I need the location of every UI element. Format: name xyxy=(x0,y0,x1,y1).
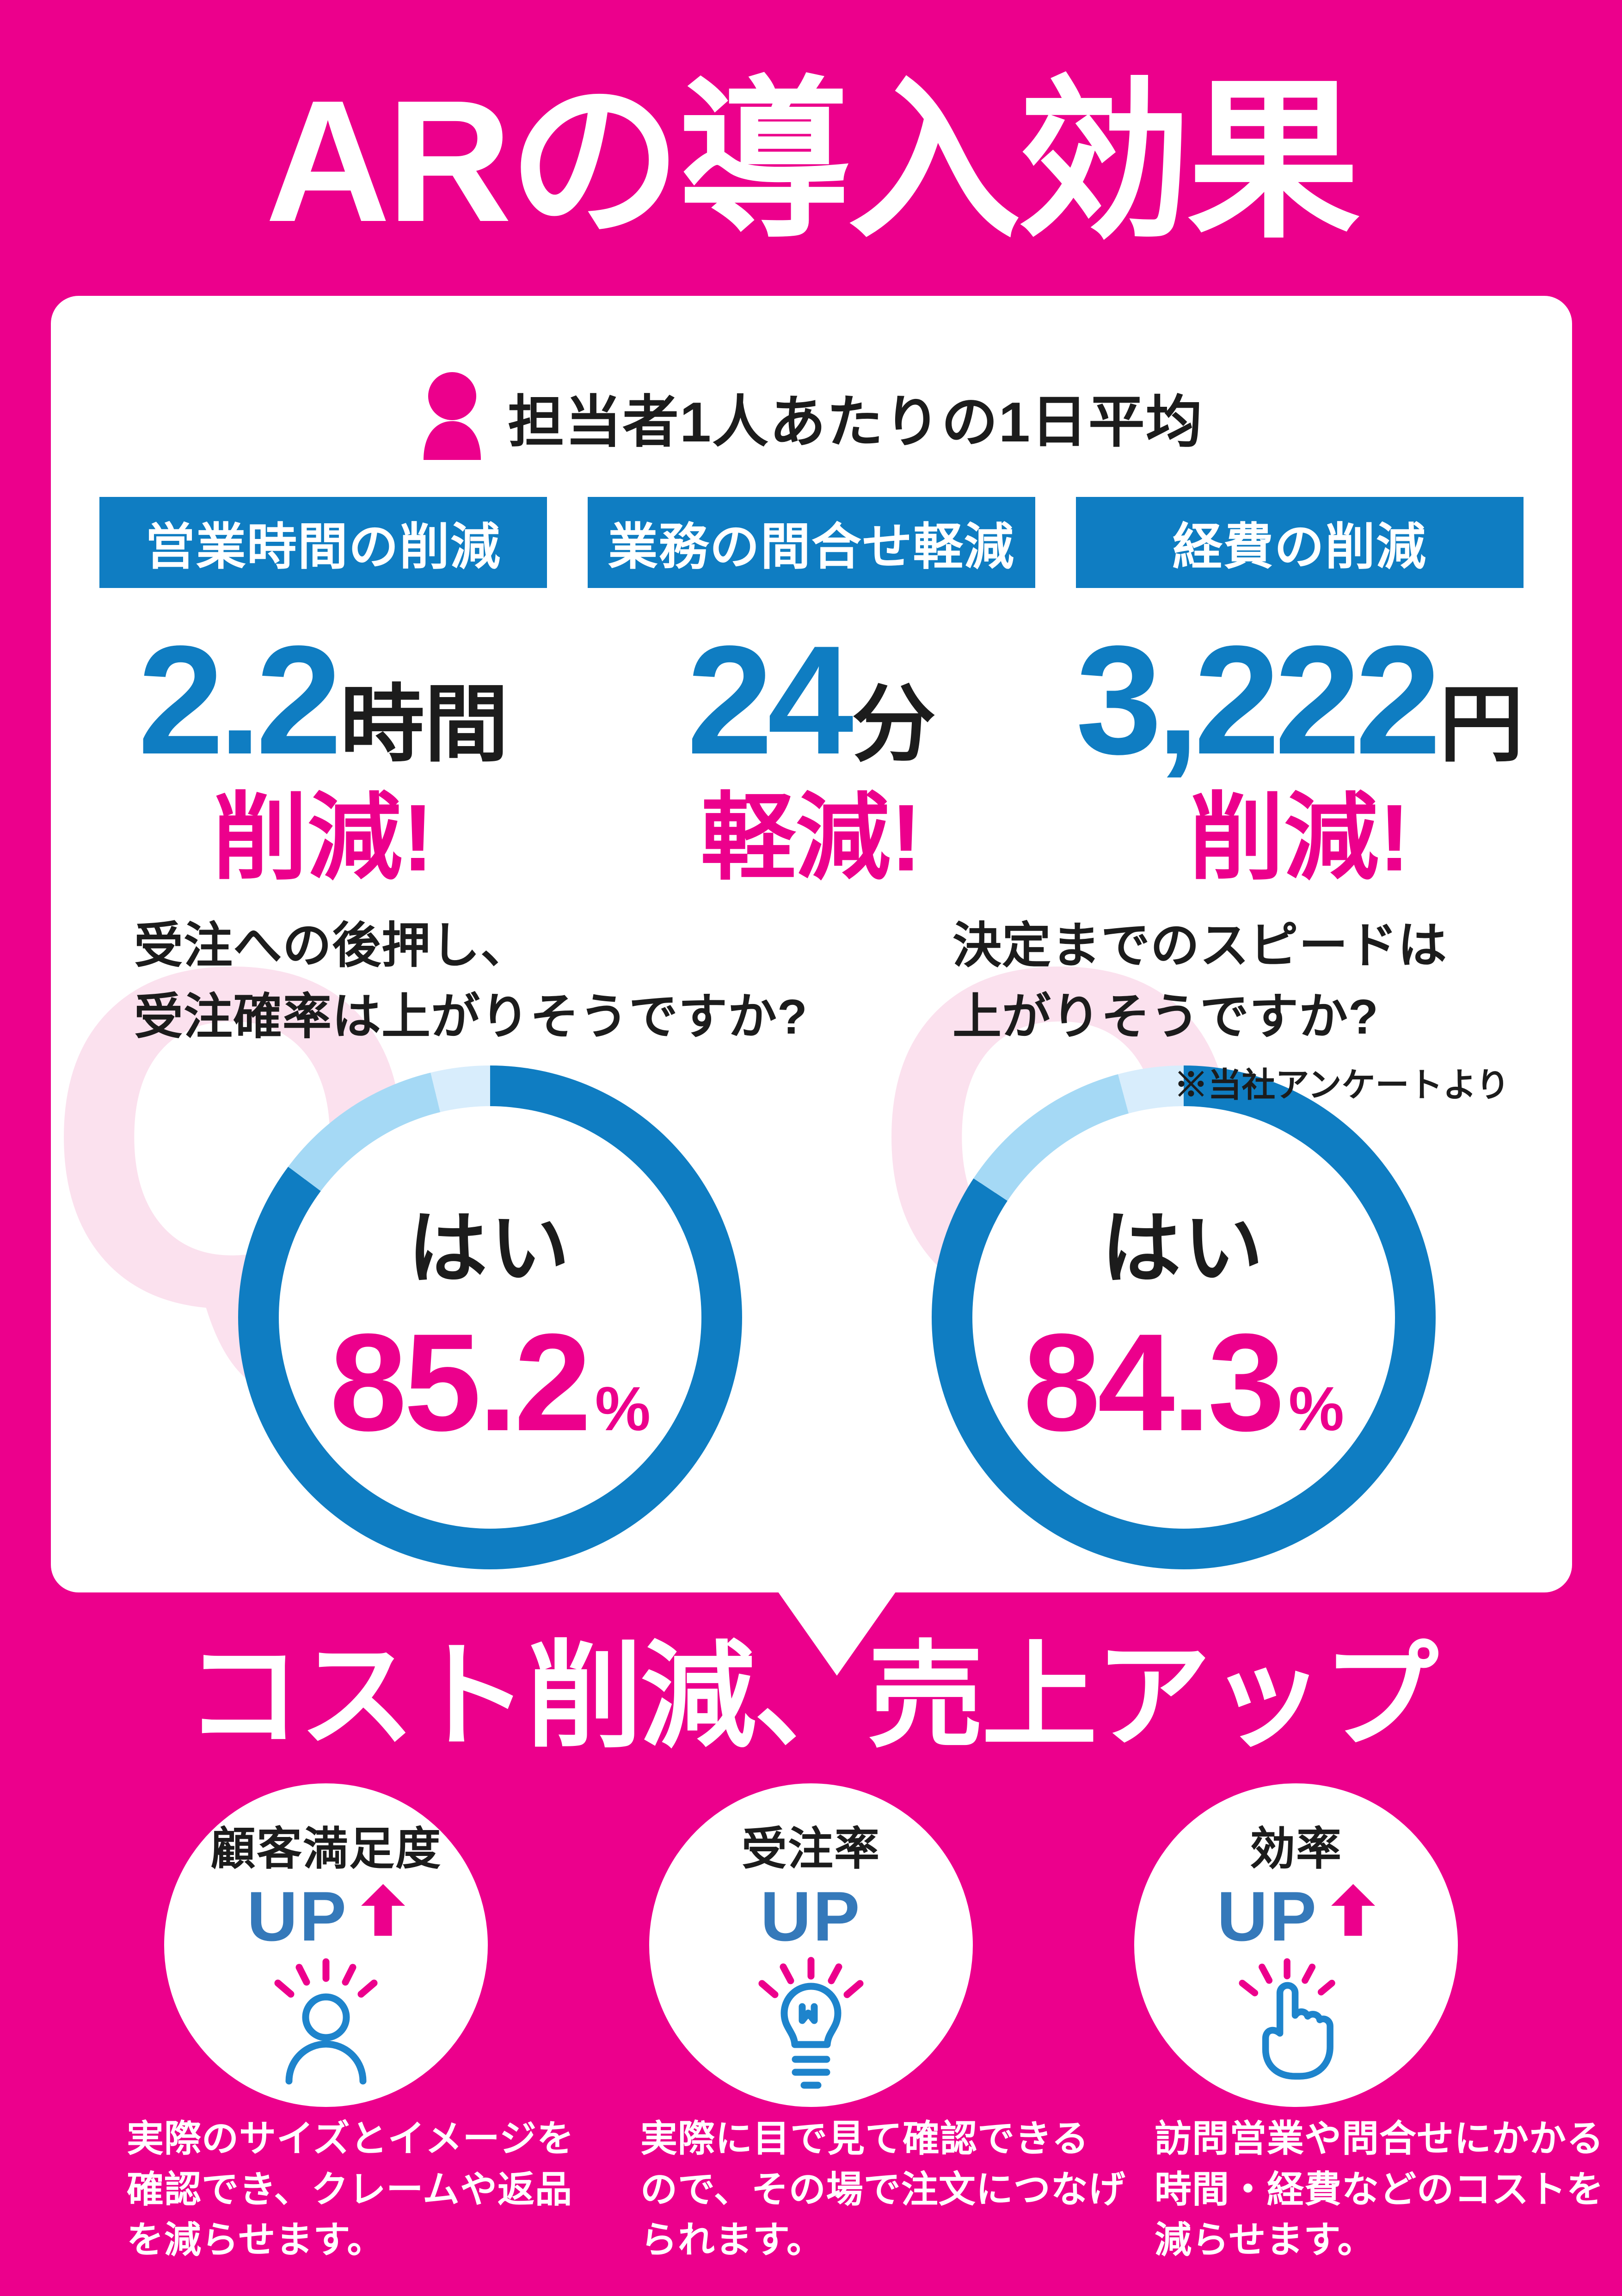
metric-value: 2.2 時間 xyxy=(99,623,547,778)
benefit-efficiency: 効率 UP xyxy=(1134,1783,1458,2107)
metric-result: 削減! xyxy=(1189,785,1410,891)
metric-value: 3,222 円 xyxy=(1076,623,1524,778)
metrics-row: 営業時間の削減 2.2 時間 削減! 業務の間合せ軽減 24 分 軽減! 経費の… xyxy=(99,497,1524,885)
metric-number: 2.2 xyxy=(138,613,342,786)
benefit-title: 受注率 xyxy=(741,1823,880,1874)
donut-chart-order-probability: はい 85.2 % xyxy=(238,1065,742,1569)
metric-label: 経費の削減 xyxy=(1075,497,1524,588)
donut-answer-value: 85.2 xyxy=(330,1304,591,1460)
donut-percent-sign: % xyxy=(1288,1374,1344,1444)
metric-unit: 分 xyxy=(852,677,936,771)
lightbulb-icon xyxy=(739,1956,883,2102)
donut-center: はい 84.3 % xyxy=(972,1106,1395,1529)
benefit-description: 実際のサイズとイメージを 確認でき、クレームや返品 を減らせます。 xyxy=(127,2118,574,2261)
benefit-up-row: UP xyxy=(760,1880,861,1953)
up-label: UP xyxy=(246,1877,349,1956)
banner-title: コスト削減、売上アップ xyxy=(185,1632,1438,1761)
benefit-up-row: UP xyxy=(246,1877,406,1956)
metric-unit: 時間 xyxy=(340,677,509,771)
donut-percent-sign: % xyxy=(595,1374,651,1444)
donut-answer-label: はい xyxy=(408,1204,572,1293)
stats-card: Q Q 担当者1人あたりの1日平均 営業時間の削減 2.2 時間 削減! xyxy=(44,296,1572,1592)
up-arrow-icon xyxy=(361,1884,406,1936)
donut-center: はい 85.2 % xyxy=(279,1106,701,1529)
card-header: 担当者1人あたりの1日平均 xyxy=(51,372,1572,462)
metric-label: 業務の間合せ軽減 xyxy=(587,497,1035,588)
benefit-customer-satisfaction: 顧客満足度 UP xyxy=(164,1783,488,2107)
donut-answer-value-row: 85.2 % xyxy=(330,1313,651,1451)
metric-number: 3,222 xyxy=(1075,613,1441,786)
metric-number: 24 xyxy=(687,613,854,786)
metric-label: 営業時間の削減 xyxy=(99,497,547,588)
benefit-description: 訪問営業や問合せにかかる 時間・経費などのコストを 減らせます。 xyxy=(1155,2118,1604,2261)
metric-inquiries: 業務の間合せ軽減 24 分 軽減! xyxy=(587,497,1035,891)
up-label: UP xyxy=(760,1877,862,1956)
benefit-title: 効率 xyxy=(1249,1823,1342,1874)
speech-bubble-tail xyxy=(777,1590,897,1676)
up-label: UP xyxy=(1216,1877,1319,1956)
question-order-probability: 受注への後押し、 受注確率は上がりそうですか? xyxy=(134,918,808,1044)
benefit-order-rate: 受注率 UP xyxy=(649,1783,973,2107)
question-decision-speed: 決定までのスピードは 上がりそうですか? xyxy=(952,918,1447,1044)
up-arrow-icon xyxy=(1331,1884,1376,1936)
metric-result: 削減! xyxy=(212,785,434,891)
donut-answer-label: はい xyxy=(1101,1204,1266,1293)
person-outline-icon xyxy=(254,1956,398,2097)
metric-unit: 円 xyxy=(1439,677,1524,771)
benefit-up-row: UP xyxy=(1216,1877,1376,1956)
benefit-description: 実際に目で見て確認できる ので、その場で注文につなげ られます。 xyxy=(640,2118,1126,2261)
metric-value: 24 分 xyxy=(588,623,1035,778)
page-title: ARの導入効果 xyxy=(265,65,1361,258)
hand-pointer-icon xyxy=(1224,1956,1368,2102)
benefit-title: 顧客満足度 xyxy=(210,1823,442,1874)
metric-result: 軽減! xyxy=(700,785,922,891)
metric-expenses: 経費の削減 3,222 円 削減! xyxy=(1075,497,1524,891)
metric-sales-hours: 営業時間の削減 2.2 時間 削減! xyxy=(99,497,547,885)
card-header-label: 担当者1人あたりの1日平均 xyxy=(508,391,1203,453)
donut-answer-value: 84.3 xyxy=(1023,1304,1285,1460)
donut-answer-value-row: 84.3 % xyxy=(1023,1313,1344,1451)
donut-chart-decision-speed: はい 84.3 % xyxy=(932,1065,1436,1569)
person-icon xyxy=(420,372,485,462)
survey-note: ※当社アンケートより xyxy=(1174,1066,1510,1104)
